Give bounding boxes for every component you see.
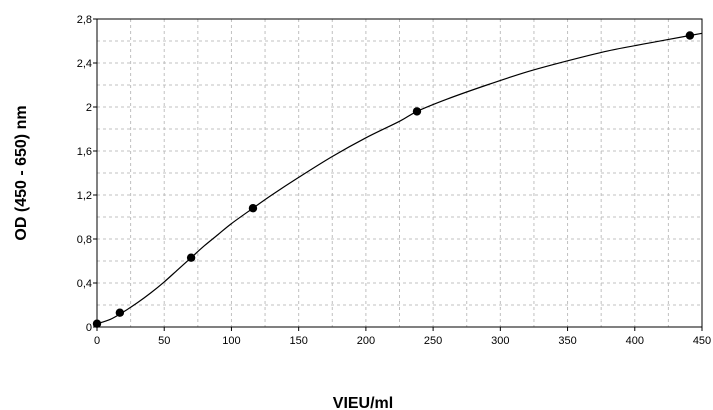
x-tick-label: 300 xyxy=(491,335,509,347)
x-tick-label: 450 xyxy=(693,335,711,347)
x-tick-label: 50 xyxy=(158,335,170,347)
y-tick-label: 0,8 xyxy=(77,234,92,246)
y-tick-label: 1,6 xyxy=(77,146,92,158)
x-tick-label: 100 xyxy=(222,335,240,347)
x-tick-label: 200 xyxy=(357,335,375,347)
y-tick-label: 2 xyxy=(86,102,92,114)
data-point xyxy=(186,253,196,262)
data-point xyxy=(115,308,125,317)
x-tick-label: 350 xyxy=(558,335,576,347)
x-tick-label: 150 xyxy=(289,335,307,347)
y-axis-title: OD (450 - 650) nm xyxy=(13,105,30,240)
ticks-layer: 0 50 100 150 200 250 300 350 400 450 0 0,4 0,8 1,2 1,6… xyxy=(77,14,711,347)
y-tick-label: 0 xyxy=(86,322,92,334)
y-tick-label: 2,4 xyxy=(77,58,92,70)
data-point xyxy=(412,107,422,116)
plot-frame xyxy=(96,18,703,328)
x-tick-label: 400 xyxy=(626,335,644,347)
y-tick-label: 1,2 xyxy=(77,190,92,202)
fit-curve-line xyxy=(96,32,703,325)
x-axis-title: VIEU/ml xyxy=(333,395,393,410)
data-point xyxy=(685,31,695,40)
y-tick-label: 0,4 xyxy=(77,278,92,290)
x-tick-label: 250 xyxy=(424,335,442,347)
x-tick-label: 0 xyxy=(94,335,100,347)
y-tick-label: 2,8 xyxy=(77,14,92,26)
grid-layer xyxy=(97,19,702,327)
data-points xyxy=(92,31,695,328)
data-point xyxy=(248,204,258,213)
data-point xyxy=(92,319,102,328)
